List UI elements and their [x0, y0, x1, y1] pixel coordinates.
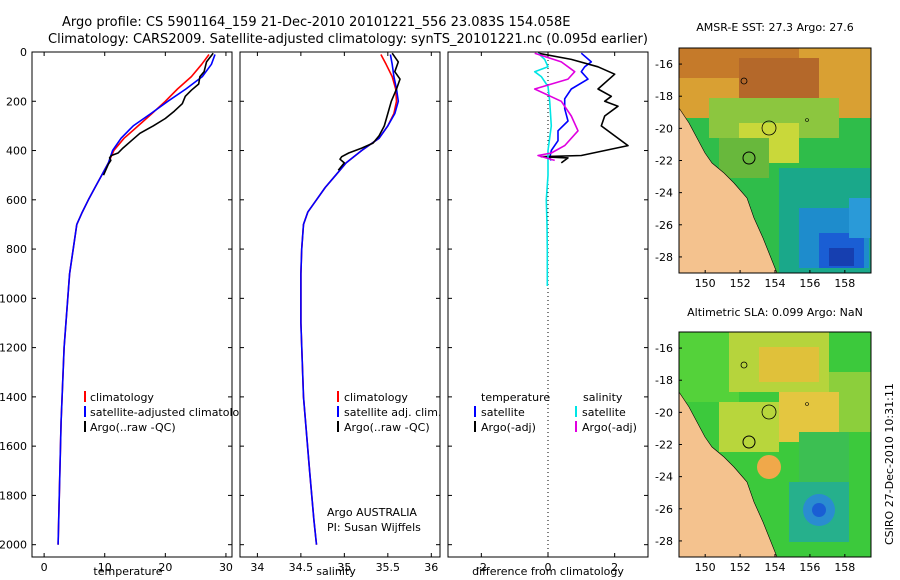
ytick-label: 200 [6, 95, 27, 108]
map-ytick-label: -28 [655, 251, 673, 264]
map-ytick-label: -22 [655, 439, 673, 452]
temperature-panel: 0 200 400 600 800 1000 1200 1400 1600 1800 2000 0 10… [0, 46, 253, 578]
xtick-label: 35 [337, 561, 351, 574]
ytick-label: 0 [20, 46, 27, 59]
salinity-axes [239, 51, 441, 558]
legend-label-sal-argo: Argo(-adj) [582, 421, 637, 434]
sst-map-image [679, 48, 871, 273]
temperature-axes [31, 51, 233, 558]
header-line-1: Argo profile: CS 5901164_159 21-Dec-2010… [62, 15, 570, 30]
series-line-salinity-satellite [533, 52, 553, 286]
legend-header-salinity: salinity [583, 391, 623, 404]
difference-xlabel: difference from climatology [472, 565, 624, 578]
salinity-panel: 34 34.5 35 35.5 36 salinity climatology sate… [239, 51, 441, 578]
argo-program-label: Argo AUSTRALIA [327, 506, 417, 519]
sla-map-title: Altimetric SLA: 0.099 Argo: NaN [687, 306, 863, 319]
map-ytick-label: -16 [655, 58, 673, 71]
series-line-temperature-argo-adj- [537, 52, 629, 164]
difference-panel: -2 0 2 difference from climatology tempera… [447, 51, 649, 578]
legend-label-sal-satellite: satellite [582, 406, 626, 419]
sla-map-ticks: 150 152 154 156 158 -16 -18 -20 -22 -24 -26 -28 [655, 342, 855, 574]
xtick-label: 2 [611, 561, 618, 574]
salinity-series [300, 52, 401, 545]
difference-ticks: -2 0 2 [448, 51, 648, 574]
temperature-legend: climatology satellite-adjusted climatolo… [84, 391, 253, 434]
xtick-label: 0 [41, 561, 48, 574]
ytick-label: 400 [6, 145, 27, 158]
xtick-label: 30 [219, 561, 233, 574]
legend-label-argo: Argo(..raw -QC) [344, 421, 430, 434]
map-xtick-label: 154 [765, 561, 786, 574]
map-xtick-label: 156 [799, 277, 820, 290]
xtick-label: 0 [545, 561, 552, 574]
map-ytick-label: -28 [655, 535, 673, 548]
map-xtick-label: 156 [799, 561, 820, 574]
series-line-temperature-satellite [548, 52, 593, 161]
difference-legend: temperature salinity satellite Argo(-adj… [474, 391, 637, 434]
sst-map: AMSR-E SST: 27.3 Argo: 27.6 150 152 154 156… [655, 21, 872, 290]
legend-label-temp-argo: Argo(-adj) [481, 421, 536, 434]
map-ytick-label: -20 [655, 122, 673, 135]
map-ytick-label: -16 [655, 342, 673, 355]
ytick-label: 800 [6, 243, 27, 256]
series-line-satellite-adj-clim- [300, 54, 400, 545]
sst-map-title: AMSR-E SST: 27.3 Argo: 27.6 [696, 21, 854, 34]
map-ytick-label: -20 [655, 406, 673, 419]
legend-label-satellite: satellite-adjusted climatology [90, 406, 253, 419]
ytick-label: 600 [6, 194, 27, 207]
map-xtick-label: 158 [834, 561, 855, 574]
map-ytick-label: -22 [655, 155, 673, 168]
map-ytick-label: -26 [655, 503, 673, 516]
map-ytick-label: -24 [655, 471, 673, 484]
legend-label-climatology: climatology [90, 391, 154, 404]
ytick-label: 1000 [0, 292, 27, 305]
xtick-label: 20 [158, 561, 172, 574]
legend-label-climatology: climatology [344, 391, 408, 404]
map-ytick-label: -26 [655, 219, 673, 232]
legend-header-temperature: temperature [481, 391, 550, 404]
xtick-label: 35.5 [376, 561, 401, 574]
sla-map: Altimetric SLA: 0.099 Argo: NaN 150 152 15… [655, 306, 872, 574]
xtick-label: 36 [424, 561, 438, 574]
legend-label-argo: Argo(..raw -QC) [90, 421, 176, 434]
csiro-timestamp: CSIRO 27-Dec-2010 10:31:11 [883, 383, 896, 545]
salinity-xlabel: salinity [316, 565, 356, 578]
series-line-argo-raw-qc- [337, 52, 401, 171]
map-xtick-label: 150 [695, 561, 716, 574]
sst-map-ticks: 150 152 154 156 158 -16 -18 -20 -22 -24 -26 -28 [655, 58, 855, 290]
sla-map-image [679, 332, 871, 557]
legend-label-satellite: satellite adj. clim. [344, 406, 441, 419]
difference-series [533, 52, 629, 286]
xtick-label: 34 [250, 561, 264, 574]
map-ytick-label: -18 [655, 374, 673, 387]
temperature-xlabel: temperature [93, 565, 162, 578]
legend-label-temp-satellite: satellite [481, 406, 525, 419]
map-xtick-label: 154 [765, 277, 786, 290]
temperature-series [57, 52, 216, 545]
ytick-label: 2000 [0, 539, 27, 552]
temperature-ticks: 0 200 400 600 800 1000 1200 1400 1600 1800 2000 0 10… [0, 46, 233, 574]
map-xtick-label: 158 [834, 277, 855, 290]
series-line-satellite-adjusted-climatology [57, 54, 216, 545]
map-xtick-label: 152 [730, 561, 751, 574]
header-line-2: Climatology: CARS2009. Satellite-adjuste… [48, 32, 648, 47]
salinity-ticks: 34 34.5 35 35.5 36 [240, 51, 440, 574]
map-ytick-label: -18 [655, 90, 673, 103]
series-line-salinity-argo-adj- [533, 52, 579, 162]
map-xtick-label: 150 [695, 277, 716, 290]
ytick-label: 1400 [0, 391, 27, 404]
ytick-label: 1200 [0, 342, 27, 355]
xtick-label: -2 [476, 561, 487, 574]
ytick-label: 1600 [0, 440, 27, 453]
argo-pi-label: PI: Susan Wijffels [327, 521, 421, 534]
ytick-label: 1800 [0, 489, 27, 502]
series-line-argo-raw-qc- [102, 52, 214, 176]
salinity-legend: climatology satellite adj. clim. Argo(..… [337, 391, 441, 434]
map-xtick-label: 152 [730, 277, 751, 290]
xtick-label: 10 [98, 561, 112, 574]
map-ytick-label: -24 [655, 187, 673, 200]
xtick-label: 34.5 [289, 561, 314, 574]
